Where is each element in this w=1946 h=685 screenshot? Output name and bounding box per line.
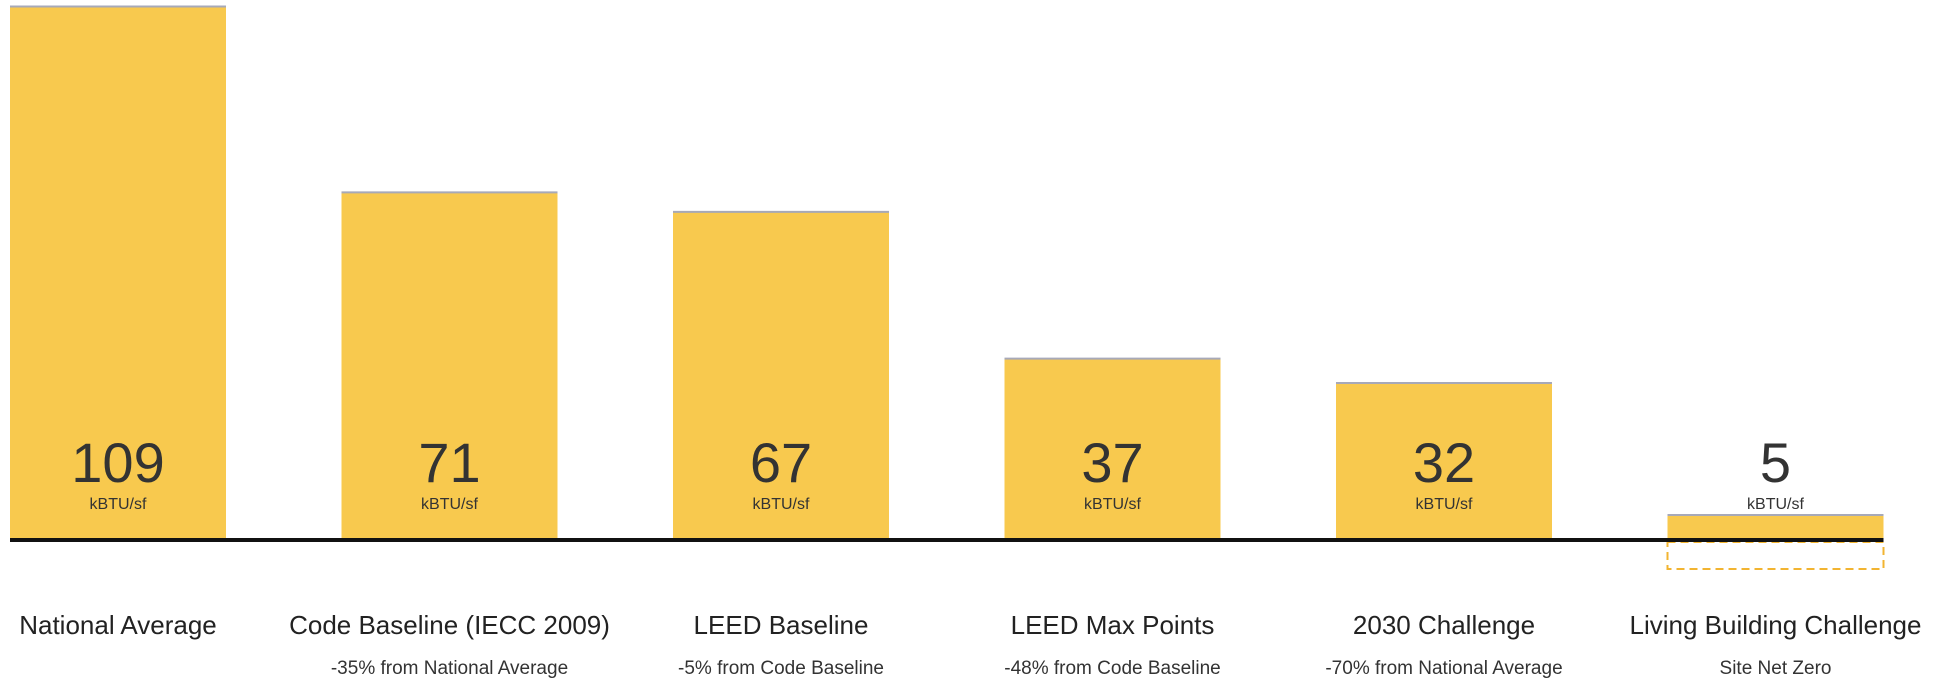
bar bbox=[10, 6, 226, 539]
category-label: 2030 Challenge bbox=[1353, 610, 1535, 640]
bar bbox=[1667, 514, 1884, 539]
category-note: -5% from Code Baseline bbox=[678, 658, 884, 679]
category-note: Site Net Zero bbox=[1720, 658, 1832, 679]
bar bbox=[1004, 358, 1221, 539]
unit-label: kBTU/sf bbox=[90, 496, 147, 513]
unit-label: kBTU/sf bbox=[753, 496, 810, 513]
category-label: Living Building Challenge bbox=[1630, 610, 1922, 640]
bar bbox=[1336, 382, 1552, 539]
value-label: 109 bbox=[71, 431, 164, 494]
value-label: 37 bbox=[1081, 431, 1143, 494]
bar bbox=[673, 211, 889, 539]
category-label: National Average bbox=[19, 610, 217, 640]
category-note: -35% from National Average bbox=[331, 658, 568, 679]
value-label: 5 bbox=[1760, 431, 1791, 494]
category-note: -70% from National Average bbox=[1325, 658, 1562, 679]
category-label: Code Baseline (IECC 2009) bbox=[289, 610, 610, 640]
category-note: -48% from Code Baseline bbox=[1004, 658, 1221, 679]
unit-label: kBTU/sf bbox=[1084, 496, 1141, 513]
value-label: 71 bbox=[418, 431, 480, 494]
value-label: 32 bbox=[1413, 431, 1475, 494]
unit-label: kBTU/sf bbox=[421, 496, 478, 513]
unit-label: kBTU/sf bbox=[1416, 496, 1473, 513]
value-label: 67 bbox=[750, 431, 812, 494]
bar bbox=[341, 191, 558, 539]
category-label: LEED Max Points bbox=[1011, 610, 1215, 640]
category-label: LEED Baseline bbox=[694, 610, 869, 640]
unit-label: kBTU/sf bbox=[1747, 496, 1804, 513]
net-zero-box bbox=[1666, 541, 1885, 570]
